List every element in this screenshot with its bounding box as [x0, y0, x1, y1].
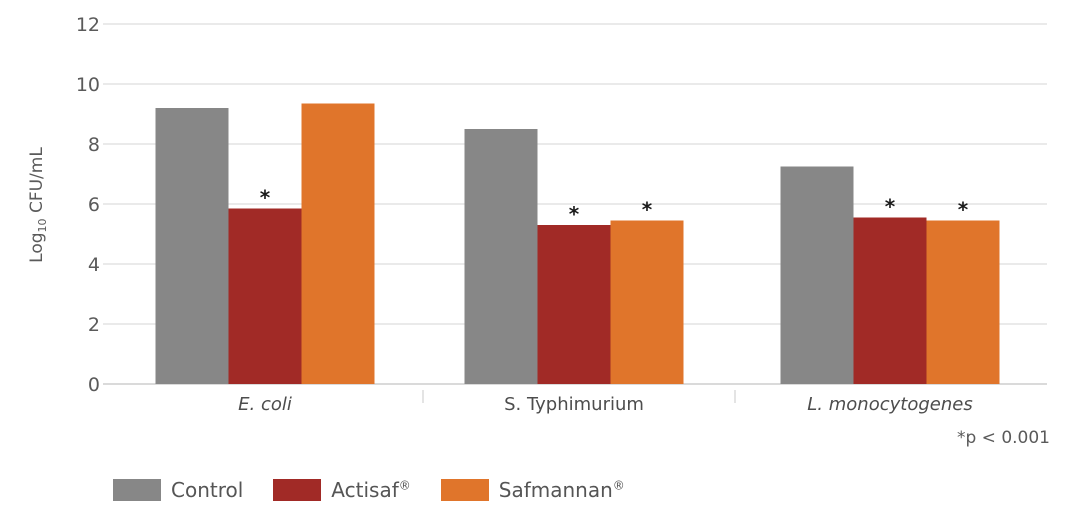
bar	[155, 108, 229, 384]
y-tick-label: 10	[76, 74, 100, 96]
y-tick-label: 0	[88, 374, 100, 396]
bar	[228, 208, 302, 384]
x-axis: E. coli S. Typhimurium L. monocytogenes	[238, 390, 973, 415]
legend-swatch	[273, 479, 322, 501]
bar	[610, 220, 684, 384]
y-tick-label: 12	[76, 14, 100, 36]
significance-star: *	[958, 198, 969, 222]
bar	[464, 129, 538, 384]
bar	[853, 217, 927, 384]
legend: Control Actisaf® Safmannan®	[113, 478, 655, 502]
legend-swatch	[113, 479, 161, 501]
y-tick-label: 6	[88, 194, 100, 216]
significance-note: *p < 0.001	[956, 428, 1050, 448]
significance-star: *	[885, 195, 896, 219]
legend-item: Safmannan®	[440, 478, 625, 502]
legend-label: Control	[171, 478, 244, 502]
x-tick-label: E. coli	[238, 394, 292, 415]
x-tick-label: L. monocytogenes	[807, 394, 972, 415]
legend-item: Actisaf®	[273, 478, 411, 502]
legend-label: Safmannan®	[498, 478, 625, 502]
y-tick-label: 4	[88, 254, 100, 276]
x-tick-label: S. Typhimurium	[504, 394, 644, 415]
significance-star: *	[569, 202, 580, 226]
y-tick-label: 8	[88, 134, 100, 156]
bar	[301, 103, 375, 384]
bar-chart: 0 2 4 6 8 10 12 * * * * * E. coli S. Typhimurium L. …	[27, 14, 1047, 415]
legend-label: Actisaf®	[331, 478, 411, 502]
y-axis-label: Log10 CFU/mL	[27, 147, 49, 263]
bar	[780, 166, 854, 384]
bar	[537, 225, 611, 384]
legend-item: Control	[113, 478, 243, 502]
bar	[926, 220, 1000, 384]
bars	[155, 103, 1000, 384]
significance-star: *	[260, 186, 271, 210]
y-tick-label: 2	[88, 314, 100, 336]
significance-star: *	[642, 198, 653, 222]
significance-markers: * * * * *	[260, 186, 969, 227]
y-axis-ticks: 0 2 4 6 8 10 12	[76, 14, 100, 396]
legend-swatch	[440, 479, 489, 501]
